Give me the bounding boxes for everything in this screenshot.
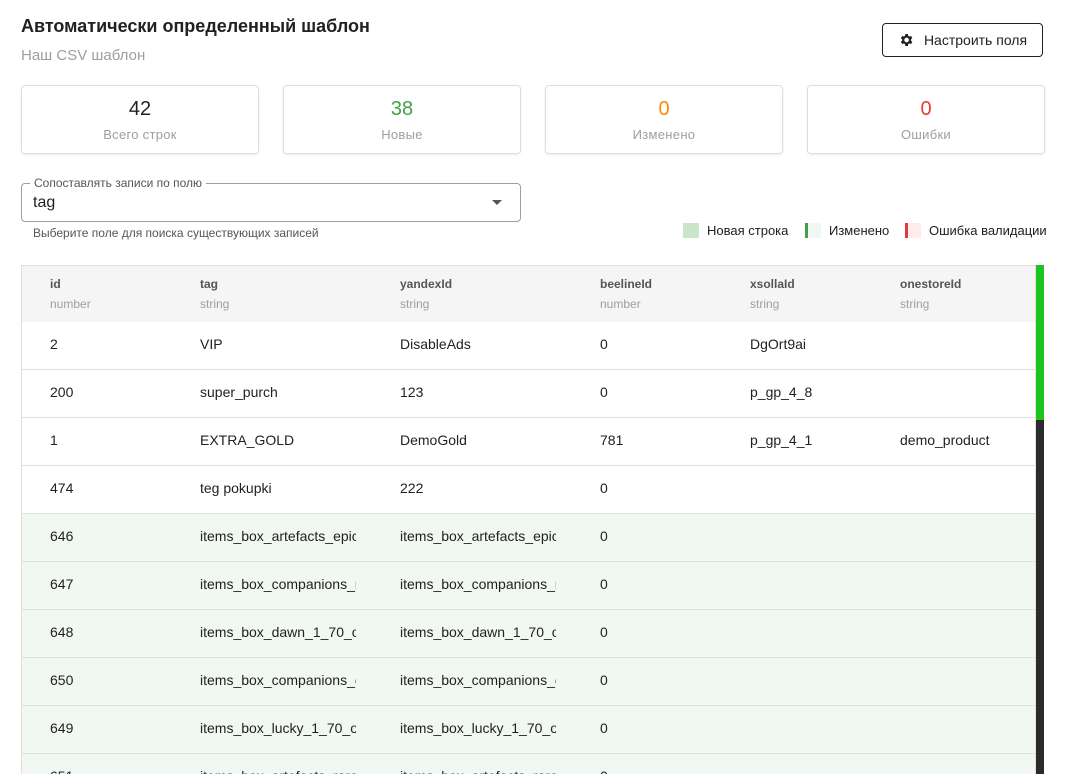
table-cell: 649 bbox=[50, 720, 74, 736]
match-field-select[interactable]: Сопоставлять записи по полю tag bbox=[21, 176, 521, 222]
column-name: yandexId bbox=[400, 277, 453, 291]
table-cell: items_box_artefacts_rare bbox=[200, 768, 356, 774]
select-label: Сопоставлять записи по полю bbox=[30, 176, 207, 190]
stat-label: Изменено bbox=[632, 127, 696, 142]
table-cell: 647 bbox=[50, 576, 74, 592]
stat-card: 0 Изменено bbox=[545, 85, 783, 154]
legend-swatch bbox=[905, 223, 921, 238]
stat-card: 0 Ошибки bbox=[807, 85, 1045, 154]
table-row: 651items_box_artefacts_rareitems_box_art… bbox=[22, 754, 1035, 774]
table-cell: items_box_artefacts_rare bbox=[400, 768, 556, 774]
legend-label: Новая строка bbox=[707, 223, 789, 238]
column-type: number bbox=[50, 297, 91, 311]
table-cell: 0 bbox=[600, 480, 608, 496]
table-cell: 200 bbox=[50, 384, 74, 400]
scrollbar-thumb[interactable] bbox=[1036, 265, 1044, 420]
table-cell: 0 bbox=[600, 672, 608, 688]
data-table: id number tag string yandexId string beelineId… bbox=[21, 265, 1036, 774]
table-cell: DemoGold bbox=[400, 432, 467, 448]
table-cell: teg pokupki bbox=[200, 480, 272, 496]
select-helper: Выберите поле для поиска существующих за… bbox=[33, 226, 319, 240]
legend-swatch bbox=[805, 223, 821, 238]
table-cell: 1 bbox=[50, 432, 58, 448]
table-cell: p_gp_4_8 bbox=[750, 384, 813, 400]
table-cell: 781 bbox=[600, 432, 624, 448]
page-subtitle: Наш CSV шаблон bbox=[21, 47, 146, 64]
stat-label: Ошибки bbox=[901, 127, 951, 142]
table-cell: DgOrt9ai bbox=[750, 336, 807, 352]
table-cell: 0 bbox=[600, 624, 608, 640]
table-cell: items_box_companions_c bbox=[400, 672, 556, 688]
stat-value: 42 bbox=[128, 98, 152, 120]
table-cell: 0 bbox=[600, 336, 608, 352]
column-name: tag bbox=[200, 277, 218, 291]
table-cell: VIP bbox=[200, 336, 223, 352]
column-type: string bbox=[200, 297, 230, 311]
table-cell: items_box_artefacts_epic bbox=[400, 528, 556, 544]
table-cell: 123 bbox=[400, 384, 424, 400]
legend-label: Изменено bbox=[829, 223, 890, 238]
configure-fields-button[interactable]: Настроить поля bbox=[882, 23, 1043, 57]
column-name: xsollaId bbox=[750, 277, 795, 291]
table-cell: 648 bbox=[50, 624, 74, 640]
table-cell: 474 bbox=[50, 480, 74, 496]
column-type: string bbox=[900, 297, 930, 311]
column-type: string bbox=[400, 297, 430, 311]
legend-label: Ошибка валидации bbox=[929, 223, 1047, 238]
table-cell: 0 bbox=[600, 768, 756, 774]
stat-value: 38 bbox=[390, 98, 414, 120]
table-cell: 2 bbox=[50, 336, 58, 352]
table-row: 648 items_box_dawn_1_70_of items_box_dawn_… bbox=[22, 610, 1035, 658]
table-cell: demo_product bbox=[900, 432, 990, 448]
scrollbar-track[interactable] bbox=[1036, 265, 1044, 774]
table-cell: items_box_companions_c bbox=[200, 672, 356, 688]
table-cell: 0 bbox=[600, 720, 608, 736]
column-type: string bbox=[750, 297, 780, 311]
gear-icon bbox=[900, 34, 913, 46]
table-cell: EXTRA_GOLD bbox=[200, 432, 295, 448]
table-row: 646 items_box_artefacts_epic items_box_art… bbox=[22, 514, 1035, 562]
column-name: onestoreId bbox=[900, 277, 962, 291]
table-cell: 0 bbox=[600, 384, 608, 400]
stat-card: 42 Всего строк bbox=[21, 85, 259, 154]
column-name: id bbox=[50, 277, 61, 291]
table-header: id number tag string yandexId string beelineId… bbox=[22, 266, 1035, 323]
table-cell: 646 bbox=[50, 528, 74, 544]
table-cell: items_box_lucky_1_70_of bbox=[400, 720, 556, 736]
stat-card: 38 Новые bbox=[283, 85, 521, 154]
page-title: Автоматически определенный шаблон bbox=[21, 16, 370, 36]
dropdown-arrow bbox=[492, 200, 502, 205]
table-cell: 0 bbox=[600, 576, 608, 592]
table-row: 650 items_box_companions_c items_box_compa… bbox=[22, 658, 1035, 706]
legend-swatch bbox=[683, 223, 699, 238]
table-cell: items_box_dawn_1_70_of bbox=[200, 624, 356, 640]
table-cell: 650 bbox=[50, 672, 74, 688]
stat-label: Новые bbox=[381, 127, 423, 142]
table-row: 647 items_box_companions_r items_box_compa… bbox=[22, 562, 1035, 610]
column-type: number bbox=[600, 297, 641, 311]
table-row: 200 super_purch 123 0 p_gp_4_8 bbox=[22, 370, 1035, 418]
button-label: Настроить поля bbox=[923, 32, 1028, 48]
table-cell: items_box_companions_r bbox=[400, 576, 556, 592]
stat-value: 0 bbox=[920, 98, 932, 120]
stat-value: 0 bbox=[658, 98, 670, 120]
table-row: 1 EXTRA_GOLD DemoGold 781 p_gp_4_1 demo_produ… bbox=[22, 418, 1035, 466]
table-cell: DisableAds bbox=[400, 336, 471, 352]
table-cell: p_gp_4_1 bbox=[750, 432, 813, 448]
table-row: 649 items_box_lucky_1_70_of items_box_luck… bbox=[22, 706, 1035, 754]
table-cell: items_box_artefacts_epic bbox=[200, 528, 356, 544]
table-cell: super_purch bbox=[200, 384, 278, 400]
table-cell: items_box_dawn_1_70_of bbox=[400, 624, 556, 640]
table-cell: items_box_companions_r bbox=[200, 576, 356, 592]
table-cell: 0 bbox=[600, 528, 608, 544]
stat-label: Всего строк bbox=[103, 127, 177, 142]
table-row: 2 VIP DisableAds 0 DgOrt9ai bbox=[22, 322, 1035, 370]
table-cell: items_box_lucky_1_70_of bbox=[200, 720, 356, 736]
table-cell: 651 bbox=[50, 768, 206, 774]
column-name: beelineId bbox=[600, 277, 653, 291]
table-cell: 222 bbox=[400, 480, 424, 496]
table-row: 474 teg pokupki 222 0 bbox=[22, 466, 1035, 514]
select-value: tag bbox=[33, 194, 56, 211]
